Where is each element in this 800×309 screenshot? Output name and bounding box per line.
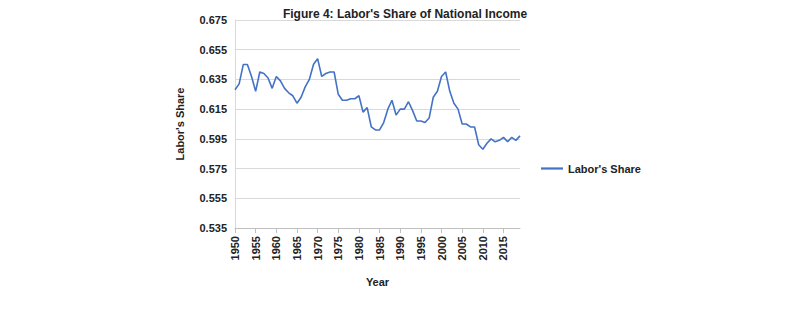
svg-text:Labor's Share: Labor's Share	[174, 88, 186, 161]
svg-text:1980: 1980	[353, 236, 365, 260]
svg-text:1985: 1985	[374, 236, 386, 260]
svg-text:1955: 1955	[250, 236, 262, 260]
svg-text:1995: 1995	[415, 236, 427, 260]
svg-text:0.635: 0.635	[199, 73, 227, 85]
svg-text:1950: 1950	[229, 236, 241, 260]
svg-text:1965: 1965	[291, 236, 303, 260]
svg-text:0.575: 0.575	[199, 163, 227, 175]
svg-text:0.615: 0.615	[199, 103, 227, 115]
svg-text:0.675: 0.675	[199, 14, 227, 26]
svg-text:1990: 1990	[394, 236, 406, 260]
svg-text:1960: 1960	[270, 236, 282, 260]
svg-text:0.595: 0.595	[199, 133, 227, 145]
svg-text:0.655: 0.655	[199, 44, 227, 56]
svg-text:Labor's Share: Labor's Share	[568, 163, 641, 175]
svg-text:Year: Year	[366, 276, 390, 288]
svg-text:2010: 2010	[477, 236, 489, 260]
svg-text:1970: 1970	[312, 236, 324, 260]
svg-text:2005: 2005	[456, 236, 468, 260]
svg-text:2000: 2000	[436, 236, 448, 260]
svg-text:0.535: 0.535	[199, 222, 227, 234]
svg-text:2015: 2015	[497, 236, 509, 260]
svg-text:1975: 1975	[332, 236, 344, 260]
svg-text:Figure 4: Labor's Share of Nat: Figure 4: Labor's Share of National Inco…	[283, 7, 528, 21]
svg-text:0.555: 0.555	[199, 192, 227, 204]
